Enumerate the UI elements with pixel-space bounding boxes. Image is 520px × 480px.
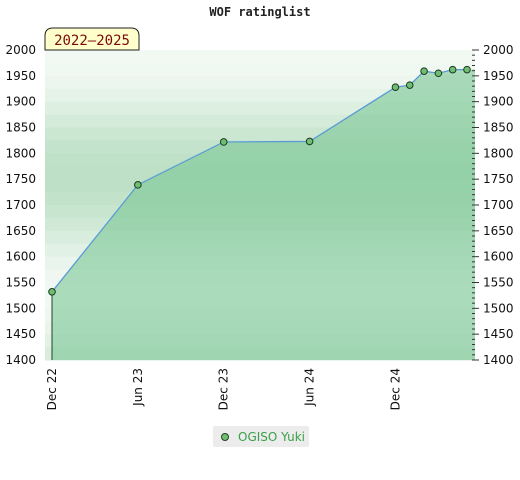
background-band <box>45 50 475 64</box>
data-point <box>219 138 228 146</box>
data-point <box>391 83 400 91</box>
x-tick-label: Dec 23 <box>217 368 231 410</box>
y-tick-label: 1750 <box>5 172 36 186</box>
y-tick-label: 1650 <box>5 224 36 238</box>
y-tick-label: 1600 <box>5 250 36 264</box>
data-point <box>305 137 314 146</box>
y-tick-label: 2000 <box>5 43 36 57</box>
data-point <box>434 69 443 78</box>
y-tick-label: 1800 <box>5 146 36 160</box>
data-point <box>134 181 142 189</box>
y-tick-label: 1850 <box>5 121 36 135</box>
y-tick-label: 1600 <box>483 250 514 264</box>
background-band <box>45 88 475 103</box>
y-tick-label: 1550 <box>483 276 514 290</box>
y-tick-label: 1750 <box>483 172 514 186</box>
y-axis-right: 1400 1450 1500 1550 1600 1650 1700 1750 1800 1850… <box>472 43 514 367</box>
data-point <box>448 65 457 74</box>
y-tick-label: 1950 <box>483 69 514 83</box>
period-badge-text: 2022–2025 <box>54 33 130 49</box>
y-tick-label: 2000 <box>483 43 514 57</box>
period-badge: 2022–2025 <box>44 27 140 51</box>
background-band <box>45 75 475 90</box>
x-tick-label: Dec 24 <box>388 368 402 410</box>
x-axis: Dec 22 Jun 23 Dec 23 Jun 24 Dec 24 <box>45 368 402 410</box>
y-tick-label: 1850 <box>483 121 514 135</box>
data-point <box>420 67 428 75</box>
chart-title: WOF ratinglist <box>209 5 310 19</box>
y-tick-label: 1500 <box>5 301 36 315</box>
rating-area-fill <box>52 69 475 360</box>
y-tick-label: 1800 <box>483 146 514 160</box>
x-tick-label: Jun 24 <box>303 368 317 407</box>
x-tick-label: Dec 22 <box>45 368 59 410</box>
data-point <box>48 288 56 296</box>
data-points <box>48 65 471 296</box>
legend: OGISO Yuki <box>213 426 309 447</box>
legend-label: OGISO Yuki <box>238 429 306 444</box>
y-tick-label: 1450 <box>483 327 514 341</box>
y-tick-label: 1650 <box>483 224 514 238</box>
y-tick-label: 1700 <box>5 198 36 212</box>
data-point <box>405 81 414 89</box>
y-axis-left: 1400 1450 1500 1550 1600 1650 1700 1750 1800 1850… <box>5 43 36 367</box>
y-tick-label: 1900 <box>483 95 514 109</box>
y-tick-label: 1400 <box>5 353 36 367</box>
y-tick-label: 1900 <box>5 95 36 109</box>
y-tick-label: 1700 <box>483 198 514 212</box>
y-tick-label: 1950 <box>5 69 36 83</box>
y-tick-label: 1400 <box>483 353 514 367</box>
y-tick-label: 1550 <box>5 276 36 290</box>
y-tick-label: 1450 <box>5 327 36 341</box>
background-band <box>45 62 475 77</box>
rating-line <box>51 68 467 293</box>
data-point <box>463 65 471 74</box>
x-tick-label: Jun 23 <box>131 368 145 407</box>
y-tick-label: 1500 <box>483 301 514 315</box>
legend-marker <box>221 432 229 441</box>
